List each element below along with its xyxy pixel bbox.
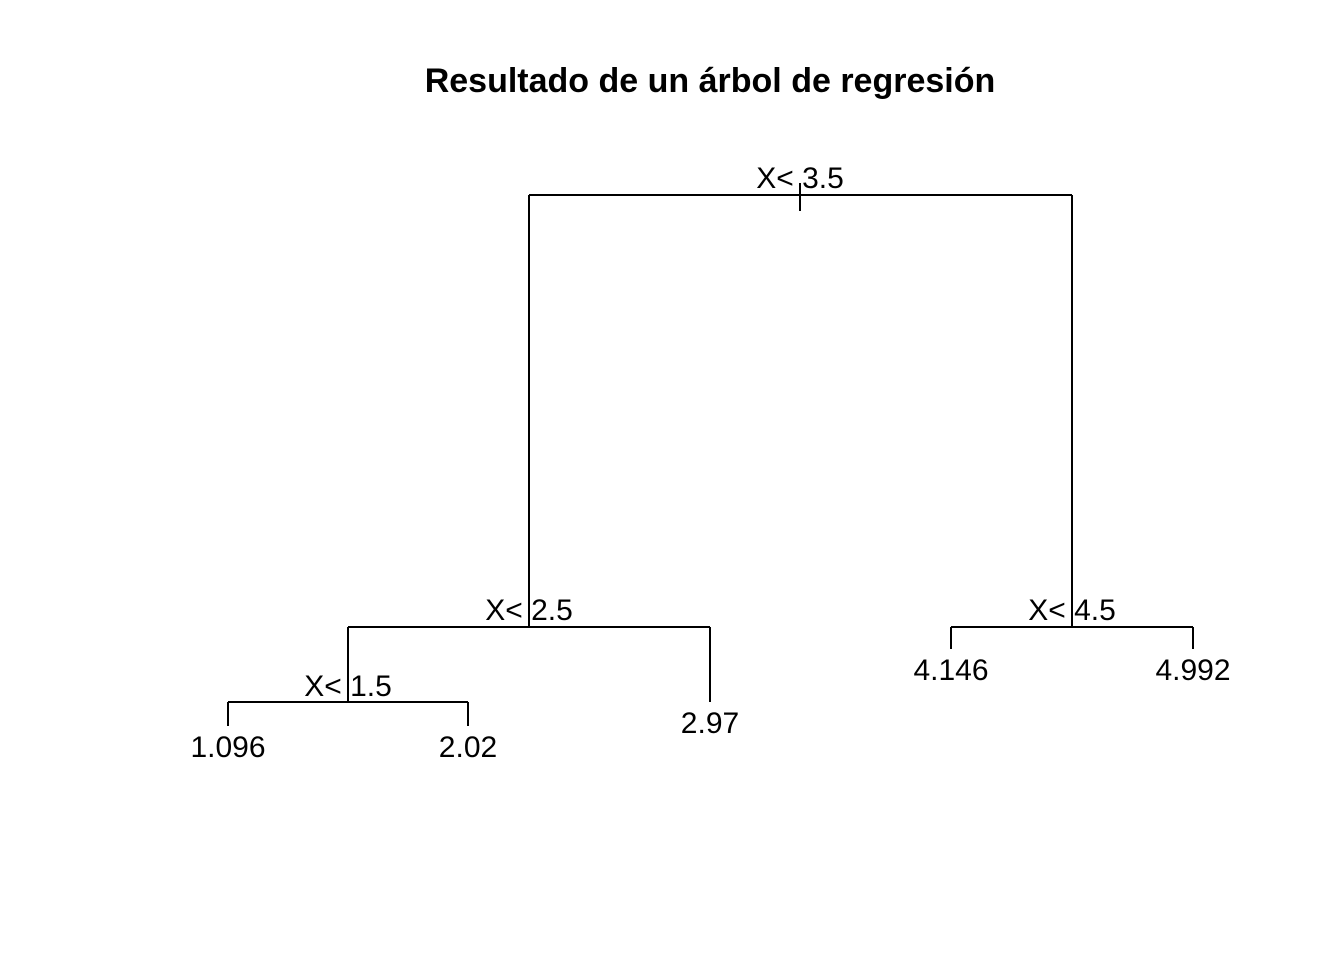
split-label-leftleft: X< 1.5 (304, 670, 392, 703)
split-label-root: X< 3.5 (756, 162, 844, 195)
leaf-label: 4.992 (1155, 654, 1230, 687)
leaf-label: 1.096 (190, 731, 265, 764)
leaf-label: 2.97 (681, 707, 739, 740)
split-label-left: X< 2.5 (485, 594, 573, 627)
leaf-label: 4.146 (913, 654, 988, 687)
split-label-right: X< 4.5 (1028, 594, 1116, 627)
leaf-label: 2.02 (439, 731, 497, 764)
plot-title: Resultado de un árbol de regresión (425, 62, 996, 100)
